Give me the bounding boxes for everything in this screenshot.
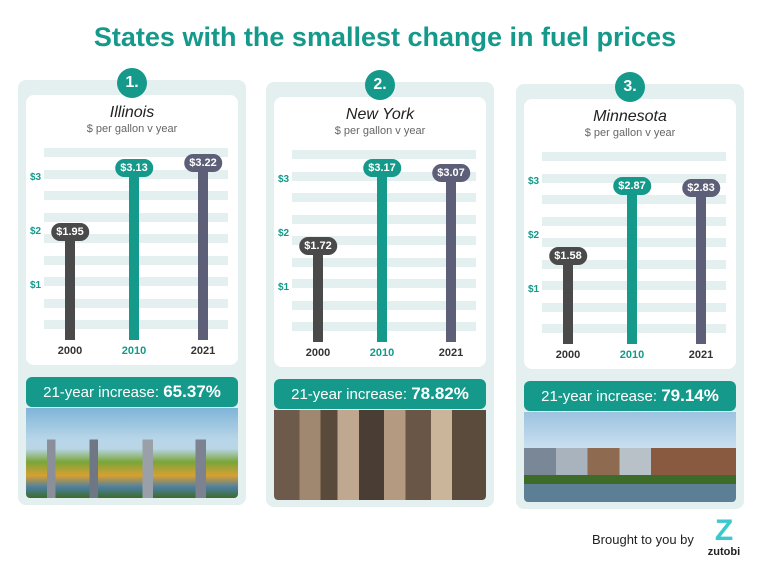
value-label: $3.22 [184, 154, 222, 173]
state-name: Minnesota [593, 108, 667, 125]
value-label: $3.13 [115, 158, 153, 177]
credit-text: Brought to you by [592, 532, 694, 547]
x-tick-label: 2000 [57, 345, 83, 357]
value-label: $1.58 [549, 246, 587, 265]
bar-chart: $1 $2 $3 $1.58 2000 $2.87 2010 $2.83 2021 [516, 84, 744, 464]
increase-pill: 21-year increase: 65.37% [26, 377, 238, 407]
state-name: New York [345, 106, 415, 123]
state-panel-1: 1. Illinois $ per gallon v year $1 $2 $3 $1… [18, 68, 246, 505]
bar-2021 [696, 191, 706, 344]
state-panel-3: 3. Minnesota $ per gallon v year $1 $2 $3 $… [516, 72, 744, 509]
value-label: $3.07 [432, 164, 470, 183]
zutobi-logo[interactable]: Z zutobi [706, 514, 742, 559]
grid-stripe [542, 152, 726, 161]
increase-value: 65.37% [163, 382, 221, 401]
increase-label: 21-year increase: [291, 386, 408, 403]
bar-2021 [198, 166, 208, 340]
bar-2000 [65, 234, 75, 340]
y-tick-label: $3 [30, 172, 42, 183]
bar-chart: $1 $2 $3 $1.72 2000 $3.17 2010 $3.07 2021 [266, 82, 494, 462]
x-tick-label: 2000 [305, 347, 331, 359]
increase-value: 78.82% [411, 384, 469, 403]
increase-value: 79.14% [661, 386, 719, 405]
zutobi-logo-mark: Z [714, 514, 734, 547]
x-tick-label: 2010 [121, 345, 147, 357]
city-skyline-photo [524, 412, 736, 502]
page-title: States with the smallest change in fuel … [93, 22, 677, 52]
increase-label: 21-year increase: [541, 388, 658, 405]
bar-2010 [129, 170, 139, 340]
bar-2010 [627, 189, 637, 344]
bar-2000 [563, 258, 573, 344]
y-tick-label: $1 [528, 284, 540, 295]
increase-pill: 21-year increase: 78.82% [274, 379, 486, 409]
rank-badge: 3. [615, 72, 645, 102]
bar-2021 [446, 176, 456, 342]
y-tick-label: $3 [278, 174, 290, 185]
grid-stripe [292, 150, 476, 159]
x-tick-label: 2021 [190, 345, 216, 357]
chart-subtitle: $ per gallon v year [86, 123, 178, 135]
y-tick-label: $1 [30, 280, 42, 291]
x-tick-label: 2010 [619, 349, 645, 361]
value-label: $1.95 [51, 222, 89, 241]
y-tick-label: $2 [30, 226, 42, 237]
city-skyline-photo [26, 408, 238, 498]
state-name: Illinois [109, 104, 155, 121]
increase-label: 21-year increase: [43, 384, 160, 401]
x-tick-label: 2010 [369, 347, 395, 359]
rank-badge: 1. [117, 68, 147, 98]
y-tick-label: $3 [528, 176, 540, 187]
value-label: $2.87 [613, 177, 651, 196]
city-skyline-photo [274, 410, 486, 500]
chart-subtitle: $ per gallon v year [584, 127, 676, 139]
increase-pill: 21-year increase: 79.14% [524, 381, 736, 411]
x-tick-label: 2021 [438, 347, 464, 359]
grid-stripe [44, 148, 228, 157]
chart-subtitle: $ per gallon v year [334, 125, 426, 137]
bar-2010 [377, 170, 387, 342]
y-tick-label: $2 [528, 230, 540, 241]
bar-2000 [313, 249, 323, 342]
y-tick-label: $2 [278, 228, 290, 239]
value-label: $1.72 [299, 237, 337, 256]
value-label: $3.17 [363, 158, 401, 177]
bar-chart: $1 $2 $3 $1.95 2000 $3.13 2010 $3.22 2021 [18, 80, 246, 460]
x-tick-label: 2000 [555, 349, 581, 361]
state-panel-2: 2. New York $ per gallon v year $1 $2 $3 $1… [266, 70, 494, 507]
y-tick-label: $1 [278, 282, 290, 293]
rank-badge: 2. [365, 70, 395, 100]
value-label: $2.83 [682, 179, 720, 198]
x-tick-label: 2021 [688, 349, 714, 361]
zutobi-logo-text: zutobi [707, 546, 741, 558]
